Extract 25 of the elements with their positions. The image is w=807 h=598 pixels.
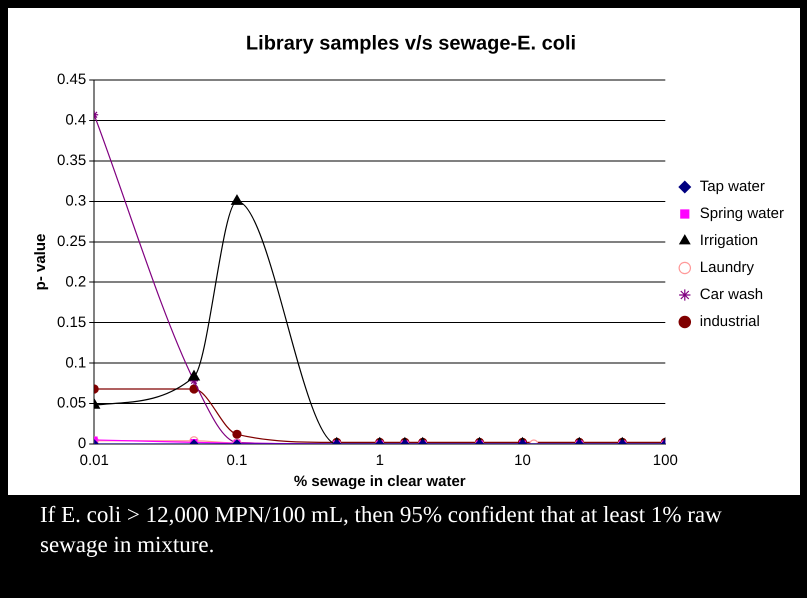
legend-label: Tap water: [700, 178, 765, 196]
x-tick-label: 10: [514, 452, 531, 470]
text: If E. coli > 12,000 MPN/100 mL, then 95% confident that at least 1% raw sewage in mixture.: [40, 501, 723, 559]
y-tick-label: 0.35: [56, 152, 86, 170]
legend-label: Laundry: [700, 259, 754, 276]
y-tick-label: 0.1: [65, 354, 86, 372]
y-tick-label: 0: [78, 435, 86, 452]
y-axis-title: p- value: [32, 234, 50, 290]
y-tick-label: 0.15: [56, 314, 86, 331]
y-tick-label: 0.45: [56, 71, 86, 88]
legend-label: Car wash: [700, 286, 764, 304]
legend-label: Spring water: [700, 205, 784, 222]
y-tick-label: 0.05: [56, 394, 86, 412]
y-tick-label: 0.2: [65, 273, 86, 290]
x-tick-label: 1: [376, 452, 384, 470]
legend-label: Irrigation: [700, 232, 758, 250]
x-tick-label: 0.01: [80, 452, 109, 470]
chart-title: Library samples v/s sewage-E. coli: [246, 32, 576, 55]
y-tick-label: 0.3: [65, 192, 86, 210]
x-tick-label: 100: [652, 452, 678, 470]
legend-label: industrial: [700, 313, 760, 330]
x-axis-title: % sewage in clear water: [294, 473, 466, 490]
y-tick-label: 0.25: [56, 232, 86, 250]
x-tick-label: 0.1: [226, 452, 248, 470]
y-tick-label: 0.4: [65, 112, 86, 129]
